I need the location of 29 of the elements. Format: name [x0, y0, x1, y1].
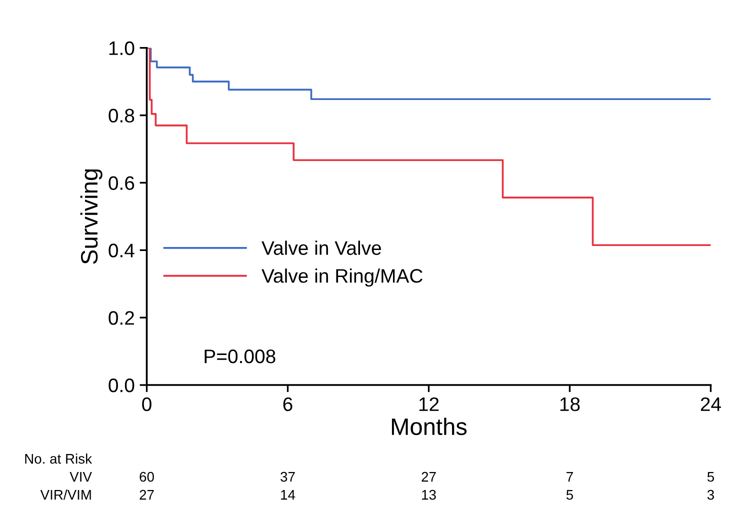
x-axis-title: Months	[392, 418, 467, 436]
y-tick-label: 0.8	[108, 108, 134, 123]
y-tick-label: 0.4	[108, 244, 134, 258]
y-tick-label: 1.0	[109, 41, 134, 56]
text: 3	[707, 490, 714, 500]
text: 60	[140, 472, 154, 482]
x-tick-label: 12	[419, 397, 439, 411]
annotation: P=0.008	[204, 350, 276, 364]
text: VIV	[70, 472, 92, 482]
text: No. at Risk	[25, 454, 92, 464]
text: 14	[281, 490, 296, 500]
y-tick-label: 0.6	[108, 176, 134, 190]
y-axis-title: Surviving	[80, 169, 102, 264]
text: 27	[140, 490, 154, 500]
x-tick-label: 0	[142, 397, 152, 412]
y-tick-label: 0.2	[108, 311, 134, 325]
text: 7	[566, 472, 573, 482]
x-tick-label: 24	[700, 397, 721, 411]
legend-label: Valve in Ring/MAC	[262, 268, 422, 287]
text: VIR/VIM	[40, 490, 91, 500]
x-tick-label: 6	[283, 397, 292, 412]
x-tick-label: 18	[560, 397, 580, 412]
text: 37	[280, 472, 295, 482]
legend-label: Valve in Valve	[262, 240, 381, 255]
text: 5	[566, 490, 574, 500]
text: 13	[422, 490, 436, 500]
y-tick-label: 0.0	[108, 378, 134, 392]
text: 27	[422, 472, 436, 482]
text: 5	[707, 472, 714, 482]
